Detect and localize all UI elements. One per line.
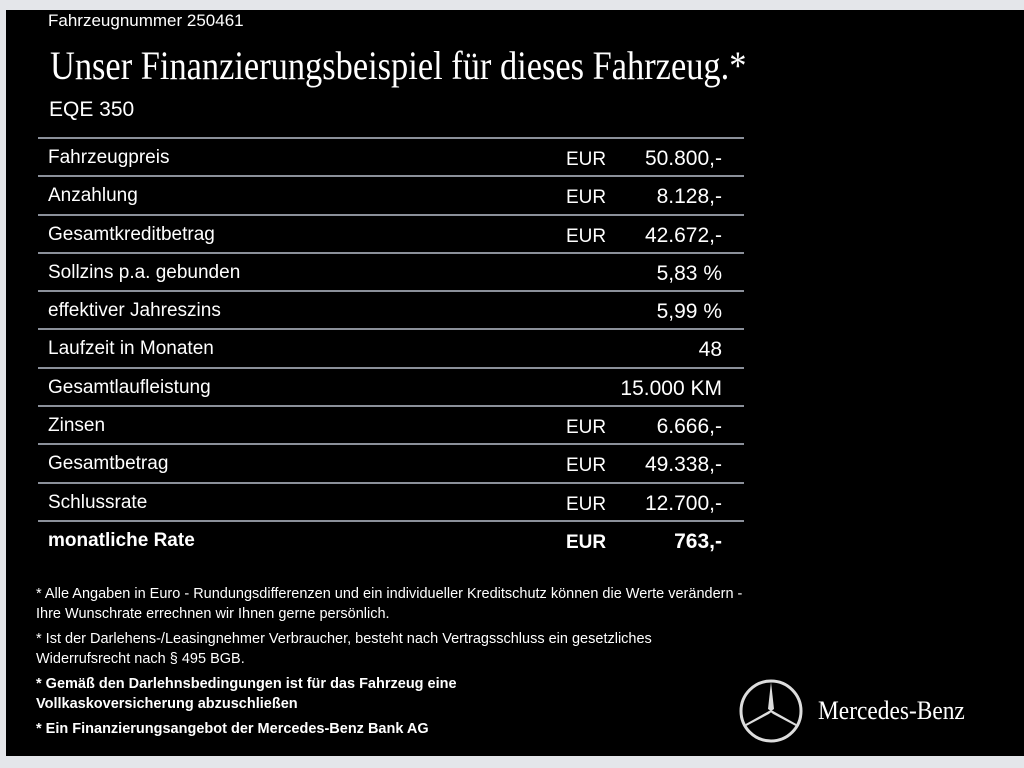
page-title: Unser Finanzierungsbeispiel für dieses F… (50, 43, 747, 88)
row-label: Zinsen (48, 415, 106, 437)
row-currency: EUR (566, 187, 607, 209)
row-value: 8.128,- (656, 185, 722, 209)
table-row: Gesamtlaufleistung 15.000 KM (38, 369, 744, 408)
footnote: * Alle Angaben in Euro - Rundungsdiffere… (36, 586, 743, 622)
row-value: 48 (698, 338, 722, 362)
row-value: 5,83 % (656, 261, 722, 285)
footnote: * Gemäß den Darlehnsbedingungen ist für … (36, 676, 457, 712)
table-row: Zinsen EUR 6.666,- (38, 407, 744, 446)
row-value: 42.672,- (644, 223, 722, 247)
row-label: Anzahlung (48, 185, 138, 207)
table-row: Gesamtkreditbetrag EUR 42.672,- (38, 216, 744, 254)
table-row: Gesamtbetrag EUR 49.338,- (38, 445, 744, 484)
row-label: monatliche Rate (48, 529, 195, 551)
row-label: Sollzins p.a. gebunden (48, 261, 241, 283)
row-value: 12.700,- (644, 491, 722, 515)
vehicle-number: Fahrzeugnummer 250461 (48, 11, 244, 30)
table-row: Sollzins p.a. gebunden 5,83 % (38, 254, 744, 293)
brand-name: Mercedes-Benz (818, 696, 965, 725)
row-label: Gesamtkreditbetrag (48, 223, 215, 245)
vehicle-model: EQE 350 (49, 98, 135, 121)
row-label: effektiver Jahreszins (48, 300, 221, 322)
footnotes: * Alle Angaben in Euro - Rundungsdiffere… (36, 584, 756, 744)
row-currency: EUR (566, 531, 607, 553)
mercedes-star-icon (739, 679, 803, 743)
row-label: Schlussrate (48, 491, 148, 513)
table-row: Fahrzeugpreis EUR 50.800,- (38, 139, 744, 178)
footnote: * Ein Finanzierungsangebot der Mercedes-… (36, 721, 429, 737)
row-value: 49.338,- (644, 453, 722, 477)
row-value: 6.666,- (656, 415, 722, 439)
row-label: Fahrzeugpreis (48, 147, 170, 168)
row-label: Laufzeit in Monaten (48, 338, 214, 360)
table-row: Schlussrate EUR 12.700,- (38, 484, 744, 522)
table-row: Anzahlung EUR 8.128,- (38, 177, 744, 216)
row-value: 763,- (674, 529, 722, 553)
table-row: Laufzeit in Monaten 48 (38, 330, 744, 369)
row-label: Gesamtlaufleistung (48, 376, 211, 398)
financing-table: Fahrzeugpreis EUR 50.800,- Anzahlung EUR 8.12… (38, 137, 744, 558)
row-value: 5,99 % (656, 300, 722, 324)
footnote: * Ist der Darlehens-/Leasingnehmer Verbr… (36, 631, 652, 667)
table-row: monatliche Rate EUR 763,- (38, 522, 744, 558)
row-currency: EUR (566, 455, 607, 477)
row-currency: EUR (566, 149, 607, 170)
row-label: Gesamtbetrag (48, 453, 169, 475)
row-currency: EUR (566, 417, 607, 439)
row-value: 15.000 KM (620, 376, 722, 400)
table-row: effektiver Jahreszins 5,99 % (38, 292, 744, 331)
row-currency: EUR (566, 225, 607, 247)
row-currency: EUR (566, 493, 607, 515)
row-value: 50.800,- (644, 147, 722, 170)
financing-panel: Fahrzeugnummer 250461 Unser Finanzierung… (6, 10, 1024, 756)
